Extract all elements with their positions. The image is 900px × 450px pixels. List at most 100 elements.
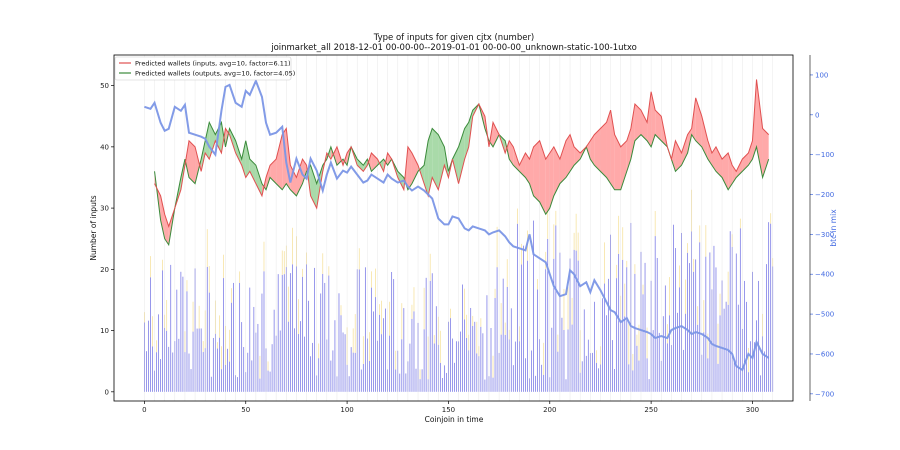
bar [675,248,676,392]
bar [186,291,188,392]
bar [466,337,468,392]
bar [695,259,697,392]
fill-segment [655,110,662,141]
bar [547,238,549,392]
bar [391,271,393,392]
fill-segment [559,140,566,184]
bar [277,274,279,392]
bar [535,375,536,392]
bar [435,306,437,392]
bar [565,379,567,392]
bar [298,334,299,392]
bar-secondary [162,259,163,271]
bar-secondary [328,266,330,276]
bar [697,324,699,392]
fill-segment [493,122,500,147]
bar-secondary [389,301,391,336]
bar-secondary [727,271,729,305]
bar-secondary [395,350,397,370]
bar [294,328,295,392]
fill-segment [651,91,656,147]
bar [160,359,161,392]
bar-secondary [699,225,701,243]
bar [760,375,761,392]
bar [583,309,585,392]
fill-segment [675,140,682,172]
fill-segment [407,146,412,190]
bar-secondary [506,259,508,287]
bar [433,343,435,392]
fill-segment [529,146,534,196]
bar [249,287,251,392]
bar-secondary [697,306,699,325]
bar [462,284,463,392]
bar [587,339,589,392]
bar-secondary [496,226,498,268]
bar-secondary [292,227,293,265]
bar-secondary [646,327,648,359]
bar [666,343,668,392]
fill-segment [590,134,595,166]
bar [602,298,603,392]
bar [591,352,593,392]
bar [399,373,401,392]
bar [634,273,636,392]
bar-secondary [616,264,618,279]
bar [656,257,658,392]
bar-secondary [413,287,415,312]
bar [756,320,757,392]
bar [531,350,532,392]
y2-tick-label: −600 [815,350,834,358]
bar [379,314,380,392]
fill-segment [545,152,550,215]
bar [348,376,350,392]
bar [715,267,717,392]
bar-secondary [537,279,538,290]
bar [247,352,249,392]
fill-segment [614,134,621,190]
fill-segment [722,152,729,190]
fill-segment [736,159,743,178]
bar [360,369,362,392]
bar [289,273,291,392]
bar [719,315,721,392]
bar-secondary [464,288,465,320]
bar [577,260,579,392]
bar [219,337,220,392]
bar-secondary [516,208,518,224]
fill-segment [634,103,641,141]
bar-secondary [543,342,545,375]
bar [352,352,354,392]
bar [545,269,547,392]
bar [472,325,474,392]
fill-segment [458,128,465,184]
bar [405,373,407,392]
bar-secondary [476,321,478,354]
bar-secondary [206,229,208,267]
bar [223,278,224,392]
bar-secondary [679,265,680,288]
bar-secondary [557,334,559,352]
bar-secondary [466,314,468,338]
bar-secondary [604,242,605,284]
y2-axis-label: btc in mix [829,209,838,247]
fill-segment [553,146,560,196]
bar [484,379,486,392]
bar [188,353,190,392]
bar-secondary [472,315,474,326]
bar-secondary [379,304,380,315]
bar [638,360,640,392]
bar [533,220,534,392]
bar-secondary [703,300,705,333]
fill-segment [302,159,307,184]
bar-secondary [748,347,749,373]
bar [555,225,557,392]
bar [707,358,709,392]
fill-segment [640,110,648,141]
x-tick-label: 100 [340,406,353,414]
bar [705,256,707,392]
bar [460,331,461,392]
bar [626,267,628,392]
bar [480,326,482,392]
